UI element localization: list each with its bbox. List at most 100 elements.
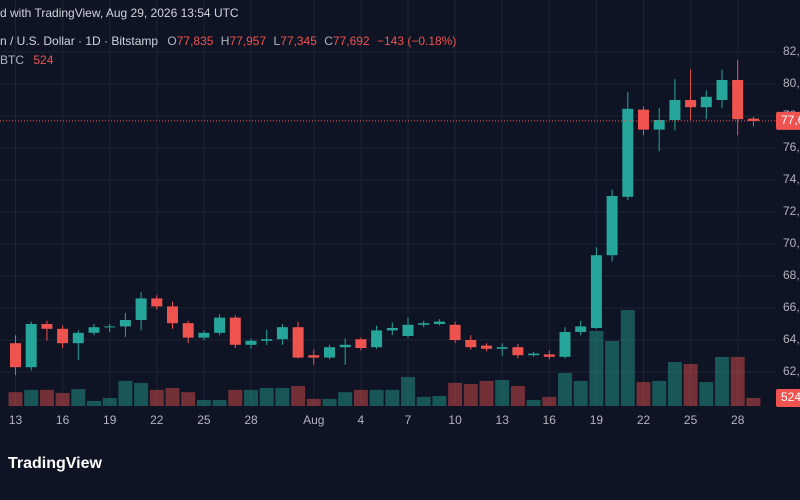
- candle-body: [669, 100, 681, 120]
- candle-body: [386, 328, 398, 331]
- volume-bar: [605, 340, 620, 406]
- volume-bar: [432, 396, 447, 406]
- y-tick-label: 72,000: [783, 204, 800, 218]
- volume-bar: [510, 386, 525, 406]
- y-tick-label: 62,000: [783, 364, 800, 378]
- header-title: d with TradingView, Aug 29, 2026 13:54 U…: [0, 6, 239, 20]
- volume-bar: [526, 400, 541, 406]
- x-tick-label: 16: [56, 413, 70, 427]
- price-label: 77,692: [781, 113, 800, 127]
- volume-bar: [479, 380, 494, 406]
- volume-bar: [652, 380, 667, 406]
- x-tick-label: 28: [244, 413, 258, 427]
- volume-bar: [715, 356, 729, 406]
- x-tick-label: 25: [684, 413, 698, 427]
- candle-body: [25, 324, 37, 368]
- change: −143 (−0.18%): [377, 34, 456, 48]
- candle-body: [276, 327, 288, 340]
- volume-bar: [181, 392, 196, 406]
- volume-bar: [338, 392, 353, 406]
- y-tick-label: 82,000: [783, 44, 800, 58]
- candle-body: [747, 118, 759, 121]
- volume-bar: [196, 400, 211, 406]
- volume-value: 524: [33, 53, 53, 67]
- symbol: n / U.S. Dollar · 1D · Bitstamp: [0, 34, 158, 48]
- volume-bar: [291, 386, 306, 406]
- y-tick-label: 76,000: [783, 140, 800, 154]
- candle-body: [590, 255, 602, 328]
- volume-bar: [699, 382, 714, 406]
- x-tick-label: 19: [103, 413, 117, 427]
- volume-bar: [102, 398, 117, 406]
- candle-body: [622, 108, 634, 197]
- volume-bar: [636, 382, 651, 406]
- volume-layer: [8, 310, 761, 406]
- ohlc-value: 77,957: [229, 34, 266, 48]
- x-tick-label: 22: [637, 413, 651, 427]
- volume-bar: [134, 382, 149, 406]
- candle-body: [182, 323, 194, 338]
- ohlc-value: 77,692: [333, 34, 370, 48]
- volume-bar: [416, 396, 431, 406]
- candle-body: [10, 343, 21, 368]
- volume-legend: BTC 524: [0, 53, 54, 67]
- volume-bar: [55, 392, 70, 406]
- candle-body: [355, 339, 367, 348]
- volume-bar: [495, 380, 510, 406]
- volume-bar: [667, 362, 682, 406]
- candle-body: [339, 344, 351, 348]
- x-tick-label: 7: [405, 413, 412, 427]
- candle-layer: [10, 60, 759, 376]
- volume-label: 524: [781, 390, 800, 404]
- volume-bar: [353, 389, 368, 406]
- volume-key: BTC: [0, 53, 24, 67]
- candle-body: [292, 327, 304, 358]
- candle-body: [402, 324, 414, 336]
- candle-body: [245, 340, 257, 345]
- candle-body: [104, 326, 116, 328]
- candle-body: [214, 317, 226, 333]
- y-tick-label: 64,000: [783, 332, 800, 346]
- axis-layer: 62,000 64,000 66,000 68,000 70,000 72,000 74,0…: [0, 44, 800, 427]
- volume-bar: [322, 398, 337, 406]
- volume-bar: [448, 382, 463, 406]
- volume-bar: [573, 380, 588, 406]
- volume-bar: [589, 330, 604, 406]
- ohlc-value: 77,345: [280, 34, 317, 48]
- volume-bar: [228, 389, 243, 406]
- volume-bar: [212, 400, 227, 406]
- volume-bar: [401, 376, 415, 406]
- x-tick-label: 13: [496, 413, 510, 427]
- candle-body: [716, 80, 728, 100]
- candle-body: [57, 328, 69, 344]
- ohlc-key: H: [221, 34, 230, 48]
- volume-bar: [306, 398, 321, 406]
- candle-body: [88, 327, 100, 333]
- candle-body: [638, 109, 649, 130]
- x-tick-label: 16: [543, 413, 557, 427]
- x-tick-label: 13: [9, 413, 23, 427]
- candle-body: [685, 100, 697, 108]
- ohlc-key: L: [274, 34, 281, 48]
- volume-bar: [259, 388, 274, 406]
- volume-bar: [87, 400, 101, 406]
- volume-bar: [8, 392, 23, 406]
- volume-bar: [165, 388, 180, 406]
- volume-bar: [385, 389, 400, 406]
- candle-body: [418, 323, 430, 325]
- volume-bar: [746, 397, 761, 406]
- candle-body: [119, 320, 131, 327]
- y-tick-label: 74,000: [783, 172, 800, 186]
- x-tick-label: 10: [448, 413, 462, 427]
- volume-bar: [558, 372, 572, 406]
- volume-bar: [542, 396, 557, 406]
- candle-body: [198, 332, 210, 338]
- price-label-box: [776, 111, 800, 130]
- x-tick-label: 28: [731, 413, 745, 427]
- candle-body: [261, 339, 273, 341]
- y-tick-label: 68,000: [783, 268, 800, 282]
- y-tick-label: 66,000: [783, 300, 800, 314]
